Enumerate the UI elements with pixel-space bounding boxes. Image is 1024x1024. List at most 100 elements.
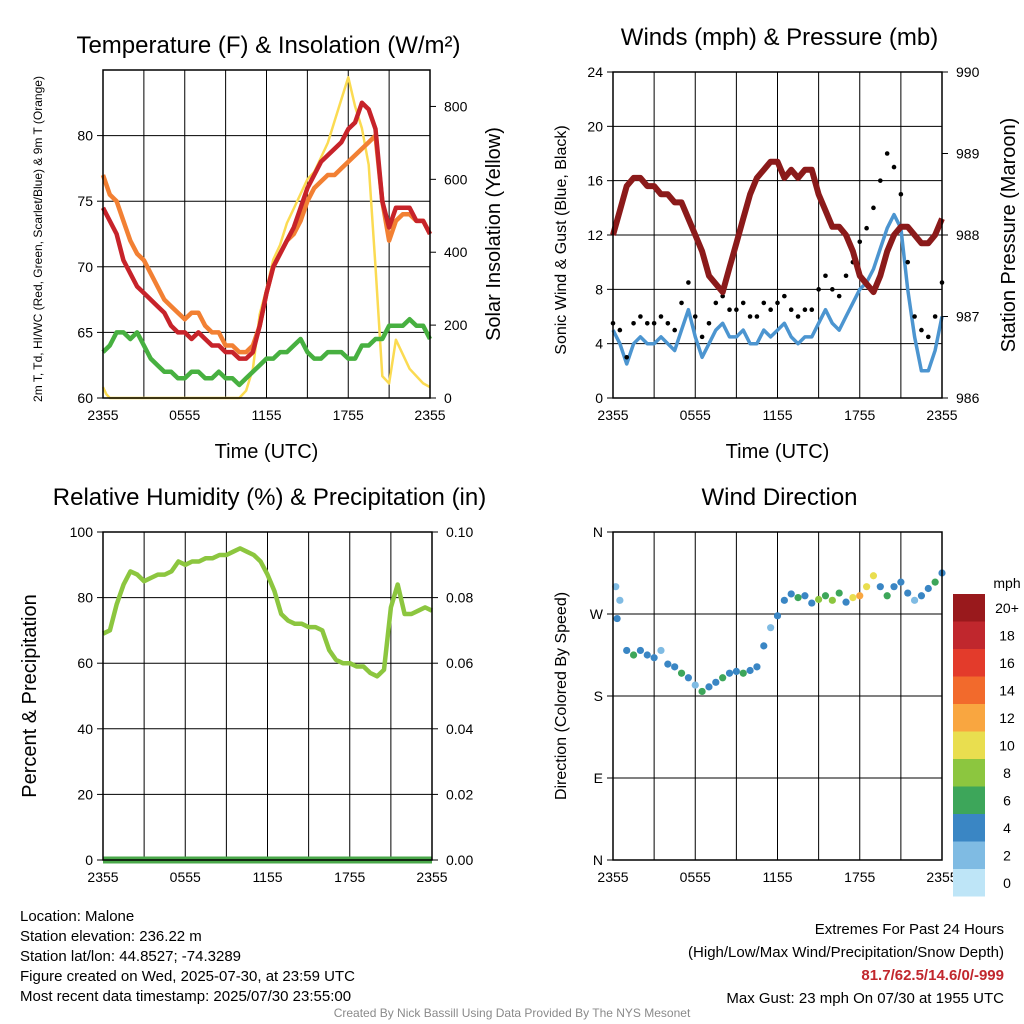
x-tick-label: 2355: [926, 407, 957, 423]
gust-point: [788, 307, 794, 313]
y2-tick-label: 400: [444, 244, 468, 260]
wind-direction-point: [739, 669, 747, 677]
x-tick-label: 0555: [170, 869, 201, 885]
y-tick-label: E: [594, 770, 603, 786]
wind-direction-point: [931, 578, 939, 586]
colorbar-tick-label: 10: [999, 737, 1015, 753]
wind-direction-point: [616, 596, 624, 604]
wind-direction-point: [691, 681, 699, 689]
chart-title: Temperature (F) & Insolation (W/m²): [76, 32, 460, 59]
gust-point: [871, 205, 876, 211]
wind-direction-point: [842, 598, 850, 606]
wind-direction-point: [732, 667, 740, 676]
gust-point: [932, 314, 938, 319]
gust-point: [891, 164, 897, 170]
colorbar-tick-label: 2: [1003, 847, 1011, 863]
y-tick-label: 60: [77, 655, 93, 671]
colorbar-tick-label: 16: [999, 655, 1015, 671]
x-axis-label: Time (UTC): [215, 441, 319, 463]
y2-tick-label: 989: [956, 146, 980, 162]
wind-direction-point: [636, 646, 645, 655]
y-tick-label: 80: [77, 128, 93, 144]
colorbar-tick-label: 20+: [995, 600, 1019, 616]
wind-direction-point: [712, 678, 720, 686]
wind-direction-point: [828, 596, 836, 604]
wind-direction-point: [613, 614, 621, 623]
gust-point: [651, 320, 657, 326]
wind-direction-point: [849, 594, 857, 602]
chart-title: Relative Humidity (%) & Precipitation (i…: [53, 484, 486, 511]
temperature-series-line: [101, 317, 433, 388]
x-tick-label: 2355: [926, 869, 957, 885]
gust-point: [624, 354, 630, 360]
wind-direction-point: [863, 583, 871, 591]
station-elevation: Station elevation: 236.22 m: [20, 928, 202, 945]
plot-border: [102, 531, 433, 861]
y-tick-label: 60: [77, 390, 93, 406]
gust-point: [843, 273, 849, 279]
wind-direction-point: [629, 651, 638, 659]
y2-tick-label: 987: [956, 309, 980, 325]
colorbar-swatch: [953, 621, 985, 649]
gust-point: [672, 327, 677, 333]
gust-point: [878, 178, 883, 183]
x-tick-label: 0555: [680, 869, 711, 885]
y-axis-label: Percent & Precipitation: [19, 594, 41, 797]
y-tick-label: W: [590, 606, 604, 622]
gust-point: [761, 300, 767, 306]
wind-direction-point: [801, 592, 809, 600]
wind-direction-point: [904, 589, 912, 597]
gust-point: [768, 307, 773, 313]
wind-direction-point: [910, 596, 919, 604]
gust-point: [919, 327, 924, 333]
y2-tick-label: 0.02: [446, 786, 473, 802]
meteogram-figure: 2355 0555 1155 1755 235560657075800200400600…: [19, 24, 1021, 897]
gust-point: [658, 314, 664, 319]
y2-tick-label: 0: [444, 390, 452, 406]
wind-direction-point: [897, 578, 905, 586]
x-tick-label: 2355: [87, 407, 118, 423]
x-tick-label: 0555: [680, 407, 711, 423]
y2-tick-label: 200: [444, 317, 468, 333]
figure-created: Figure created on Wed, 2025-07-30, at 23…: [20, 968, 355, 985]
colorbar-swatch: [953, 759, 985, 787]
chart-title: Winds (mph) & Pressure (mb): [621, 24, 938, 51]
colorbar-tick-label: 18: [999, 627, 1015, 643]
gust-point: [638, 314, 643, 319]
y2-tick-label: 0.10: [446, 524, 473, 540]
y-tick-label: 0: [595, 390, 603, 406]
wind-direction-point: [650, 654, 658, 662]
colorbar-tick-label: 14: [999, 682, 1015, 698]
wind-direction-point: [876, 583, 884, 591]
y-tick-label: 20: [587, 118, 603, 134]
colorbar-swatch: [953, 649, 985, 677]
y-tick-label: 100: [70, 524, 94, 540]
station-latlon: Station lat/lon: 44.8527; -74.3289: [20, 948, 242, 965]
y2-tick-label: 988: [956, 227, 980, 243]
y-tick-label: 24: [587, 64, 603, 80]
x-tick-label: 1755: [844, 869, 875, 885]
y-axis-label: 2m T, Td, HI/WC (Red, Green, Scarlet/Blu…: [31, 76, 45, 402]
gust-point: [631, 320, 636, 326]
gust-point: [720, 293, 725, 299]
colorbar-label: mph: [993, 575, 1020, 591]
y2-tick-label: 0.00: [446, 852, 473, 868]
colorbar-swatch: [953, 814, 985, 842]
chart-title: Wind Direction: [701, 484, 857, 511]
gust-point: [795, 314, 801, 319]
y2-tick-label: 986: [956, 390, 980, 406]
wind-direction-point: [746, 666, 754, 675]
station-info: Location: Malone Station elevation: 236.…: [20, 907, 355, 1007]
gust-point: [686, 280, 691, 285]
gust-point: [754, 314, 760, 319]
humidity-line: [102, 546, 433, 679]
y-tick-label: 70: [77, 259, 93, 275]
gust-point: [809, 307, 815, 313]
wind-speed-line: [611, 212, 944, 373]
plot-border: [612, 531, 943, 861]
gust-point: [706, 320, 712, 326]
y2-axis-label: Solar Insolation (Yellow): [483, 127, 505, 341]
gust-point: [713, 300, 719, 306]
wind-direction-point: [705, 683, 713, 691]
gust-point: [823, 273, 828, 279]
